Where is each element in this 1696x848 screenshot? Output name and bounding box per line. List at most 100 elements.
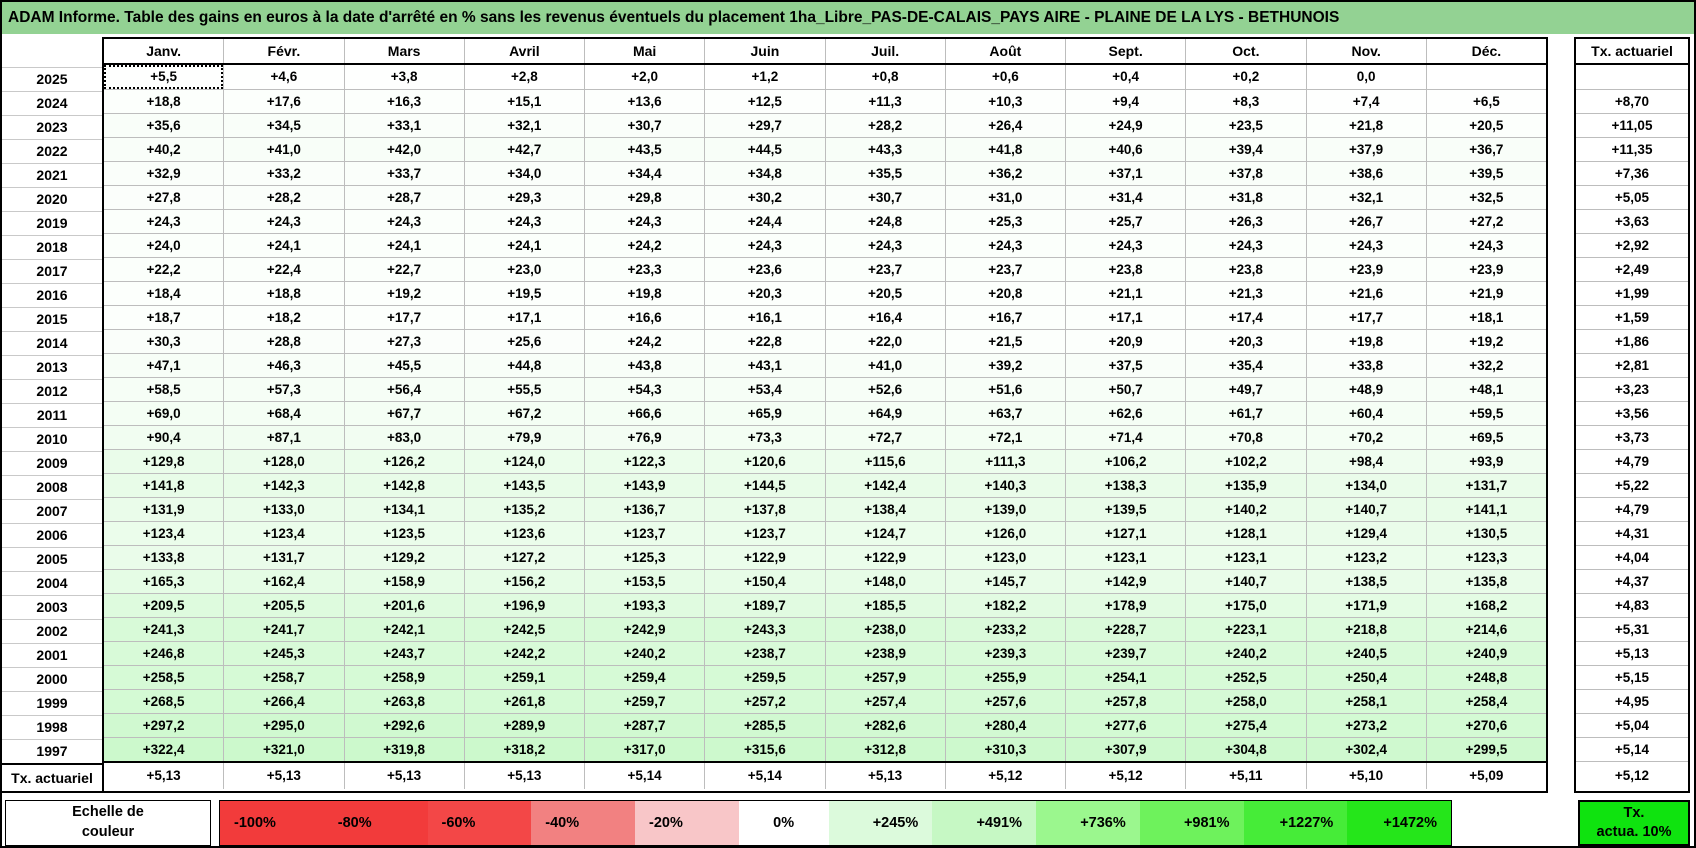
- cell[interactable]: +1,2: [704, 64, 825, 89]
- cell[interactable]: +122,9: [824, 545, 945, 569]
- cell[interactable]: +238,9: [824, 641, 945, 665]
- cell[interactable]: +17,1: [1065, 305, 1186, 329]
- tx-actuariel-cell[interactable]: +5,10: [1305, 762, 1426, 789]
- cell[interactable]: +46,3: [223, 353, 344, 377]
- cell[interactable]: +68,4: [223, 401, 344, 425]
- cell[interactable]: +23,8: [1065, 257, 1186, 281]
- tx-cell[interactable]: +5,15: [1576, 664, 1688, 689]
- cell[interactable]: +165,3: [104, 569, 224, 593]
- row-header-2000[interactable]: 2000: [2, 666, 102, 691]
- tx-actuariel-cell[interactable]: +5,14: [584, 762, 704, 789]
- row-header-2014[interactable]: 2014: [2, 330, 102, 355]
- cell[interactable]: +0,2: [1185, 64, 1306, 89]
- tx-cell[interactable]: +4,83: [1576, 592, 1688, 617]
- cell[interactable]: +35,6: [104, 113, 224, 137]
- cell[interactable]: +126,2: [343, 449, 464, 473]
- cell[interactable]: +135,2: [463, 497, 584, 521]
- cell[interactable]: +33,1: [343, 113, 464, 137]
- cell[interactable]: +38,6: [1305, 161, 1426, 185]
- scale-cell[interactable]: +1227%: [1243, 800, 1348, 845]
- cell[interactable]: +25,7: [1065, 209, 1186, 233]
- cell[interactable]: +258,7: [223, 665, 344, 689]
- cell[interactable]: +123,0: [944, 545, 1065, 569]
- cell[interactable]: +319,8: [343, 737, 464, 761]
- cell[interactable]: +24,2: [584, 233, 705, 257]
- cell[interactable]: +17,7: [1305, 305, 1426, 329]
- cell[interactable]: +11,3: [824, 89, 945, 113]
- cell[interactable]: +54,3: [584, 377, 705, 401]
- cell[interactable]: +145,7: [944, 569, 1065, 593]
- cell[interactable]: +142,9: [1065, 569, 1186, 593]
- cell[interactable]: +257,9: [824, 665, 945, 689]
- cell[interactable]: +21,8: [1305, 113, 1426, 137]
- row-header-2016[interactable]: 2016: [2, 282, 102, 307]
- cell[interactable]: +76,9: [584, 425, 705, 449]
- cell[interactable]: +242,2: [463, 641, 584, 665]
- cell[interactable]: +8,3: [1185, 89, 1306, 113]
- tx-cell[interactable]: +3,73: [1576, 424, 1688, 449]
- column-header[interactable]: Avril: [463, 38, 584, 63]
- cell[interactable]: +22,4: [223, 257, 344, 281]
- cell[interactable]: +257,2: [704, 689, 825, 713]
- tx-actuariel-cell[interactable]: +5,13: [824, 762, 945, 789]
- cell[interactable]: +72,7: [824, 425, 945, 449]
- cell[interactable]: +30,3: [104, 329, 224, 353]
- cell[interactable]: +9,4: [1065, 89, 1186, 113]
- scale-cell[interactable]: 0%: [738, 800, 829, 845]
- cell[interactable]: +79,9: [463, 425, 584, 449]
- cell[interactable]: +140,3: [944, 473, 1065, 497]
- cell[interactable]: +156,2: [463, 569, 584, 593]
- tx-cell[interactable]: +7,36: [1576, 160, 1688, 185]
- cell[interactable]: +32,9: [104, 161, 224, 185]
- tx-cell[interactable]: +5,04: [1576, 712, 1688, 737]
- cell[interactable]: +50,7: [1065, 377, 1186, 401]
- scale-cell[interactable]: +981%: [1139, 800, 1244, 845]
- cell[interactable]: +17,1: [463, 305, 584, 329]
- cell[interactable]: +123,1: [1185, 545, 1306, 569]
- cell[interactable]: +34,0: [463, 161, 584, 185]
- cell[interactable]: +45,5: [343, 353, 464, 377]
- cell[interactable]: +43,1: [704, 353, 825, 377]
- cell[interactable]: +16,7: [944, 305, 1065, 329]
- cell[interactable]: +214,6: [1425, 617, 1546, 641]
- cell[interactable]: +70,2: [1305, 425, 1426, 449]
- cell[interactable]: +123,5: [343, 521, 464, 545]
- cell[interactable]: +28,8: [223, 329, 344, 353]
- cell[interactable]: +24,3: [1305, 233, 1426, 257]
- cell[interactable]: +242,9: [584, 617, 705, 641]
- tx-actuariel-header[interactable]: Tx. actuariel: [1576, 39, 1688, 65]
- row-header-2003[interactable]: 2003: [2, 594, 102, 619]
- row-header-2025[interactable]: 2025: [2, 66, 102, 91]
- cell[interactable]: +98,4: [1305, 449, 1426, 473]
- cell[interactable]: +12,5: [704, 89, 825, 113]
- cell[interactable]: +69,5: [1425, 425, 1546, 449]
- cell[interactable]: +240,5: [1305, 641, 1426, 665]
- cell[interactable]: +141,1: [1425, 497, 1546, 521]
- cell[interactable]: +153,5: [584, 569, 705, 593]
- cell[interactable]: +55,5: [463, 377, 584, 401]
- cell[interactable]: +135,8: [1425, 569, 1546, 593]
- cell[interactable]: +13,6: [584, 89, 705, 113]
- tx-cell[interactable]: +1,59: [1576, 304, 1688, 329]
- tx-cell[interactable]: +4,95: [1576, 688, 1688, 713]
- cell[interactable]: +30,2: [704, 185, 825, 209]
- cell[interactable]: +24,1: [343, 233, 464, 257]
- cell[interactable]: +171,9: [1305, 593, 1426, 617]
- cell[interactable]: +39,2: [944, 353, 1065, 377]
- row-header-2002[interactable]: 2002: [2, 618, 102, 643]
- cell[interactable]: +10,3: [944, 89, 1065, 113]
- cell[interactable]: +257,8: [1065, 689, 1186, 713]
- tx-cell[interactable]: +5,05: [1576, 184, 1688, 209]
- cell[interactable]: +189,7: [704, 593, 825, 617]
- cell[interactable]: +23,5: [1185, 113, 1306, 137]
- cell[interactable]: +20,3: [704, 281, 825, 305]
- cell[interactable]: +71,4: [1065, 425, 1186, 449]
- cell[interactable]: +27,8: [104, 185, 224, 209]
- cell[interactable]: +228,7: [1065, 617, 1186, 641]
- cell[interactable]: +53,4: [704, 377, 825, 401]
- row-header-2015[interactable]: 2015: [2, 306, 102, 331]
- tx-actuariel-cell[interactable]: +5,09: [1425, 762, 1546, 789]
- cell[interactable]: +33,8: [1305, 353, 1426, 377]
- row-header-2006[interactable]: 2006: [2, 522, 102, 547]
- tx-cell[interactable]: +3,56: [1576, 400, 1688, 425]
